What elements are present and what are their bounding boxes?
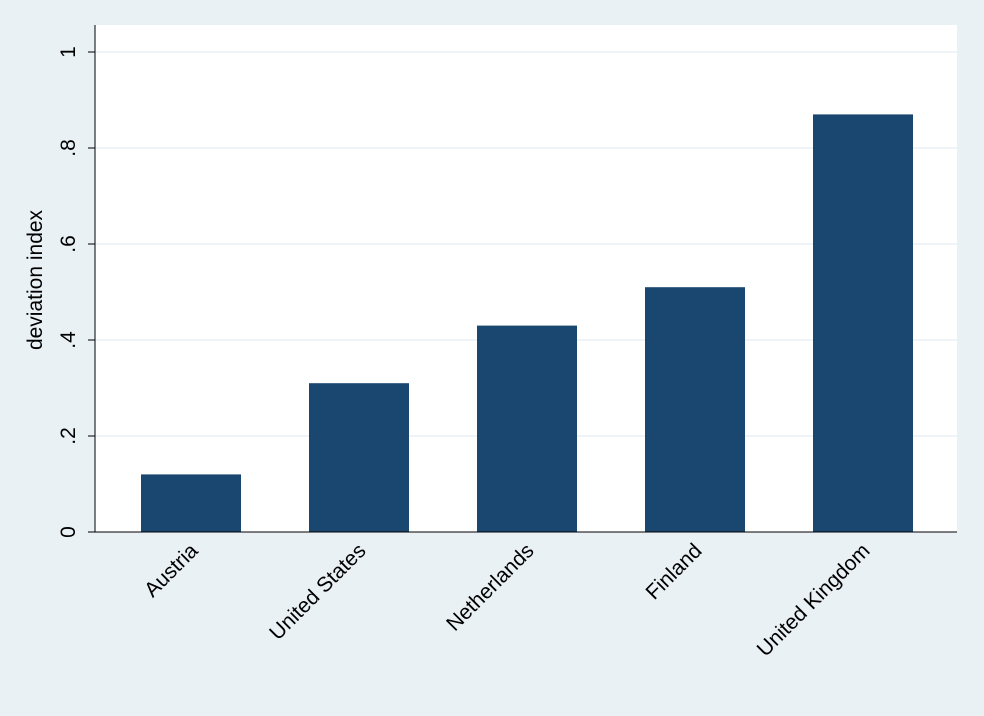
y-tick-label: .6 <box>57 235 80 253</box>
y-tick-label: .4 <box>57 331 80 349</box>
y-tick-label: .2 <box>57 427 80 445</box>
bar <box>309 383 409 532</box>
y-tick-label: .8 <box>57 139 80 157</box>
bar <box>645 287 745 532</box>
y-tick-label: 0 <box>57 526 80 538</box>
bar <box>141 474 241 532</box>
y-tick-label: 1 <box>57 46 80 58</box>
bar <box>813 114 913 533</box>
bar <box>477 325 577 532</box>
y-axis-title: deviation index <box>24 209 47 350</box>
